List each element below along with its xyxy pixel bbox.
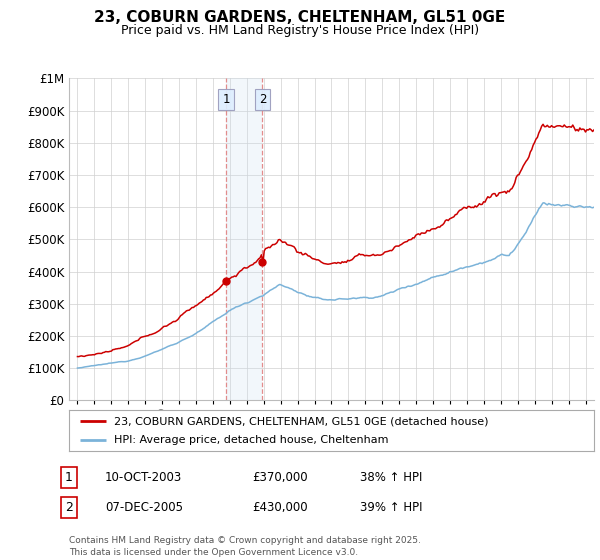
Text: HPI: Average price, detached house, Cheltenham: HPI: Average price, detached house, Chel… <box>113 435 388 445</box>
Bar <box>226 78 262 400</box>
Text: Contains HM Land Registry data © Crown copyright and database right 2025.
This d: Contains HM Land Registry data © Crown c… <box>69 536 421 557</box>
Text: £430,000: £430,000 <box>252 501 308 515</box>
Text: £370,000: £370,000 <box>252 470 308 484</box>
Text: 38% ↑ HPI: 38% ↑ HPI <box>360 470 422 484</box>
Text: Price paid vs. HM Land Registry's House Price Index (HPI): Price paid vs. HM Land Registry's House … <box>121 24 479 36</box>
Text: 1: 1 <box>223 93 230 106</box>
Text: 07-DEC-2005: 07-DEC-2005 <box>105 501 183 515</box>
Text: 23, COBURN GARDENS, CHELTENHAM, GL51 0GE (detached house): 23, COBURN GARDENS, CHELTENHAM, GL51 0GE… <box>113 417 488 426</box>
Text: 39% ↑ HPI: 39% ↑ HPI <box>360 501 422 515</box>
Text: 10-OCT-2003: 10-OCT-2003 <box>105 470 182 484</box>
Text: 23, COBURN GARDENS, CHELTENHAM, GL51 0GE: 23, COBURN GARDENS, CHELTENHAM, GL51 0GE <box>94 10 506 25</box>
Text: 1: 1 <box>65 470 73 484</box>
Text: 2: 2 <box>65 501 73 515</box>
Text: 2: 2 <box>259 93 266 106</box>
